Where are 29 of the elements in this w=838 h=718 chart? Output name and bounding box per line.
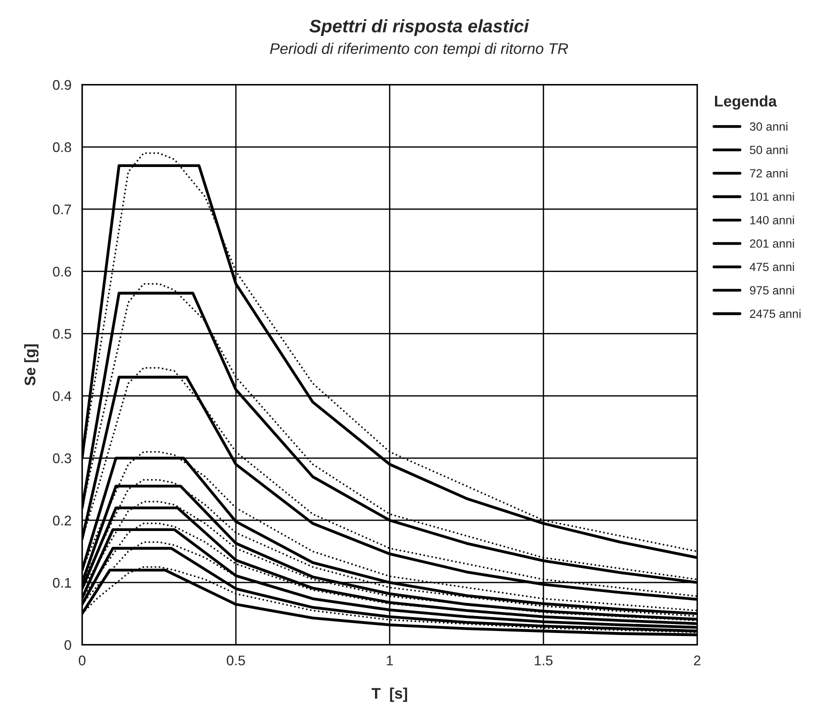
chart-subtitle: Periodi di riferimento con tempi di ritorno TR xyxy=(270,42,568,58)
y-tick-label: 0.1 xyxy=(52,578,72,588)
legend-label: 72 anni xyxy=(750,168,788,178)
y-tick-label: 0.2 xyxy=(52,516,72,526)
x-tick-label: 0 xyxy=(78,656,86,666)
chart-title: Spettri di risposta elastici xyxy=(309,19,530,36)
y-tick-label: 0.8 xyxy=(52,142,72,152)
x-axis-title: T [s] xyxy=(372,688,408,702)
legend-title: Legenda xyxy=(715,95,777,110)
y-tick-label: 0.9 xyxy=(52,80,72,90)
legend-label: 201 anni xyxy=(750,239,794,248)
x-tick-label: 0.5 xyxy=(226,656,245,666)
legend-label: 50 anni xyxy=(750,145,788,154)
legend-label: 2475 anni xyxy=(750,309,800,318)
y-tick-label: 0.6 xyxy=(52,266,72,277)
x-tick-label: 1 xyxy=(386,656,393,666)
legend-label: 975 anni xyxy=(750,286,794,295)
legend-label: 140 anni xyxy=(750,216,794,224)
legend-label: 475 anni xyxy=(750,262,794,272)
x-tick-label: 2 xyxy=(694,656,700,666)
y-tick-label: 0 xyxy=(64,640,72,650)
legend-label: 30 anni xyxy=(750,122,788,131)
y-axis-title: Se [g] xyxy=(24,344,39,386)
x-tick-label: 1.5 xyxy=(534,656,553,666)
y-tick-label: 0.5 xyxy=(52,328,72,339)
y-tick-label: 0.7 xyxy=(52,204,72,214)
y-tick-label: 0.3 xyxy=(52,453,72,464)
legend-label: 101 anni xyxy=(750,192,794,201)
y-tick-label: 0.4 xyxy=(52,391,72,402)
